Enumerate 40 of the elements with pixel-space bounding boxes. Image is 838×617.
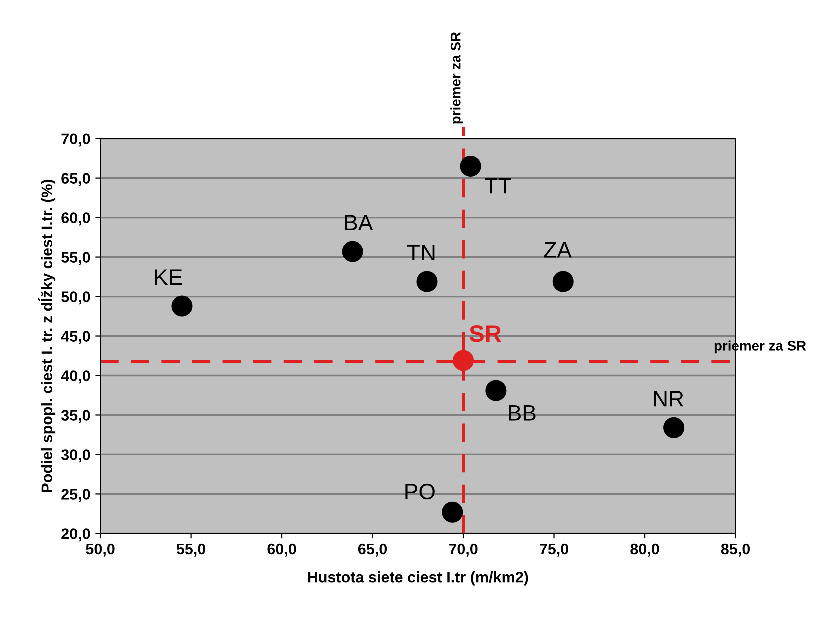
point xyxy=(342,241,364,262)
y-tick-label: 65,0 xyxy=(62,173,90,186)
series-label: BB xyxy=(509,405,536,421)
series-label: PO xyxy=(406,484,435,500)
y-tick-label: 50,0 xyxy=(62,292,90,305)
series-label: TT xyxy=(485,178,512,194)
x-tick-label: 85,0 xyxy=(721,544,750,557)
series-label: SR xyxy=(470,325,502,342)
y-tick-label: 45,0 xyxy=(61,331,90,344)
series-label: ZA xyxy=(544,242,572,258)
y-tick-label: 55,0 xyxy=(62,252,90,266)
x-tick-label: 60,0 xyxy=(268,544,296,557)
point xyxy=(552,271,574,292)
ref-line-label: priemer za SR xyxy=(450,32,464,124)
y-tick-label: 20,0 xyxy=(62,528,90,542)
x-tick-label: 55,0 xyxy=(176,544,206,557)
y-tick-label: 30,0 xyxy=(61,450,90,463)
y-tick-label: 70,0 xyxy=(62,134,90,147)
point xyxy=(416,271,438,292)
x-tick-label: 50,0 xyxy=(86,544,115,557)
x-tick-label: 80,0 xyxy=(630,544,660,557)
point xyxy=(172,296,193,317)
point xyxy=(664,417,685,438)
series-label: BA xyxy=(345,215,374,230)
series-label: KE xyxy=(155,270,182,285)
point xyxy=(460,156,482,177)
y-axis-title: Podiel spopl. ciest I. tr. z dĺžky ciest I.tr. (%) xyxy=(38,180,56,492)
series-label: NR xyxy=(654,391,684,407)
point xyxy=(453,350,474,372)
x-tick-label: 75,0 xyxy=(540,544,569,557)
y-tick-label: 40,0 xyxy=(61,370,90,384)
y-tick-label: 60,0 xyxy=(62,212,90,226)
point xyxy=(442,502,464,523)
y-tick-label: 35,0 xyxy=(61,410,90,424)
x-tick-label: 65,0 xyxy=(358,544,388,557)
x-tick-label: 70,0 xyxy=(449,544,478,557)
series-label: TN xyxy=(407,245,435,260)
point xyxy=(486,380,507,402)
x-axis-title: Hustota siete ciest I.tr (m/km2) xyxy=(308,572,528,586)
y-tick-label: 25,0 xyxy=(62,489,90,502)
